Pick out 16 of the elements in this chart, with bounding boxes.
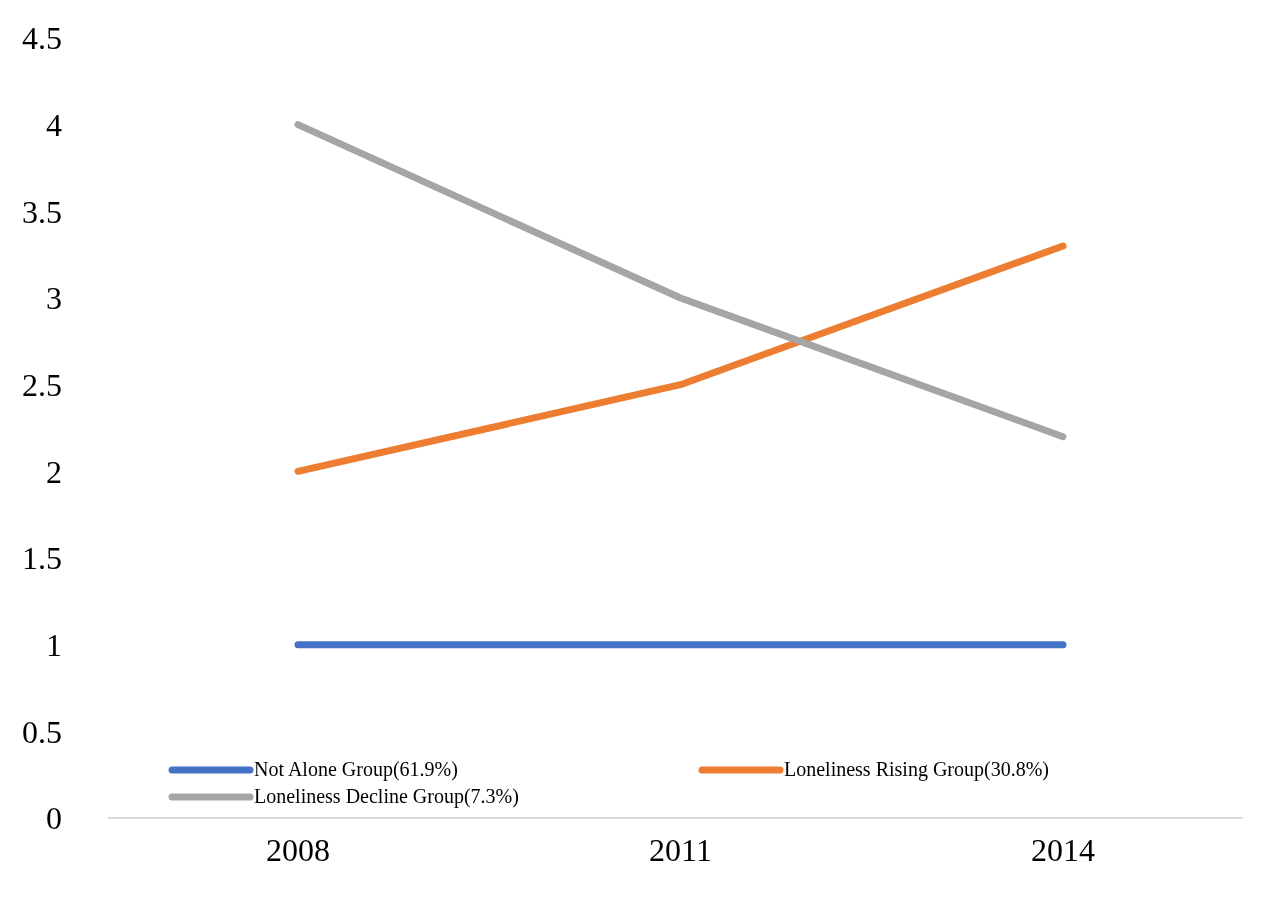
legend-label: Loneliness Rising Group(30.8%) xyxy=(784,758,1049,781)
y-tick-label: 3 xyxy=(46,280,62,317)
x-tick-label: 2008 xyxy=(266,831,330,868)
y-tick-label: 0 xyxy=(46,800,62,837)
legend-label: Not Alone Group(61.9%) xyxy=(254,758,458,781)
x-tick-label: 2011 xyxy=(649,831,712,868)
y-tick-label: 2 xyxy=(46,453,62,490)
y-tick-label: 4.5 xyxy=(22,20,62,57)
legend-label: Loneliness Decline Group(7.3%) xyxy=(254,785,519,808)
y-tick-label: 0.5 xyxy=(22,713,62,750)
y-tick-label: 4 xyxy=(46,107,62,144)
x-tick-label: 2014 xyxy=(1031,831,1095,868)
y-tick-label: 2.5 xyxy=(22,367,62,404)
y-tick-label: 1.5 xyxy=(22,540,62,577)
y-tick-label: 1 xyxy=(46,627,62,664)
y-tick-label: 3.5 xyxy=(22,193,62,230)
